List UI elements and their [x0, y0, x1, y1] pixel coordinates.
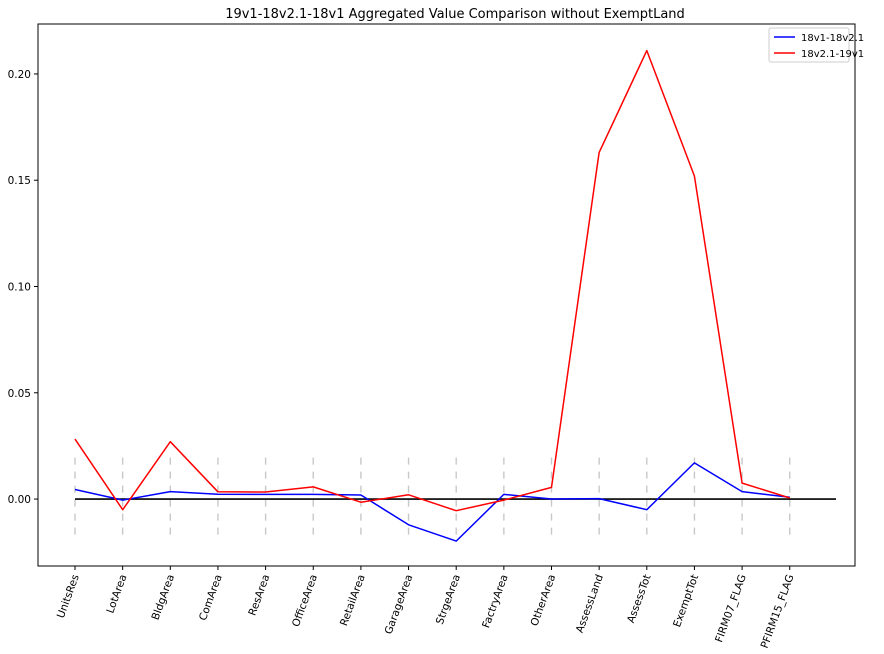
x-tick-label: FIRM07_FLAG [713, 573, 749, 644]
x-tick-label: OtherArea [529, 573, 559, 628]
x-tick-label: GarageArea [383, 573, 416, 636]
legend: 18v1-18v2.1 18v2.1-19v1 [768, 27, 864, 63]
y-axis: 0.00 0.05 0.10 0.15 0.20 [8, 69, 38, 506]
y-tick-label: 0.15 [8, 175, 31, 187]
x-tick-label: PFIRM15_FLAG [759, 573, 797, 650]
y-tick-label: 0.05 [8, 388, 31, 400]
x-tick-label: FactryArea [480, 573, 510, 630]
legend-label-0: 18v1-18v2.1 [801, 33, 864, 44]
x-tick-label: ExemptTot [671, 573, 701, 629]
x-tick-label: ComArea [197, 573, 225, 622]
series-line-1 [74, 49, 791, 512]
x-tick-label: OfficeArea [290, 573, 320, 629]
x-tick-label: ResArea [246, 573, 272, 617]
y-tick-label: 0.10 [8, 281, 31, 293]
x-tick-label: AssessTot [625, 573, 654, 625]
x-axis: UnitsRes LotArea BldgArea ComArea ResArea Off… [55, 566, 797, 650]
series-line-0 [74, 462, 790, 542]
category-guides [74, 457, 791, 537]
x-tick-label: UnitsRes [55, 573, 82, 620]
x-tick-label: RetailArea [338, 573, 368, 628]
y-tick-label: 0.20 [8, 69, 31, 81]
plot-frame [37, 23, 856, 567]
x-tick-label: StrgeArea [434, 573, 463, 626]
x-tick-label: BldgArea [150, 573, 178, 622]
series-layer [74, 49, 791, 542]
y-tick-label: 0.00 [8, 494, 31, 506]
chart-title: 19v1-18v2.1-18v1 Aggregated Value Compar… [225, 7, 685, 22]
x-tick-label: LotArea [104, 573, 129, 615]
legend-label-1: 18v2.1-19v1 [801, 49, 864, 60]
x-tick-label: AssessLand [574, 573, 606, 635]
